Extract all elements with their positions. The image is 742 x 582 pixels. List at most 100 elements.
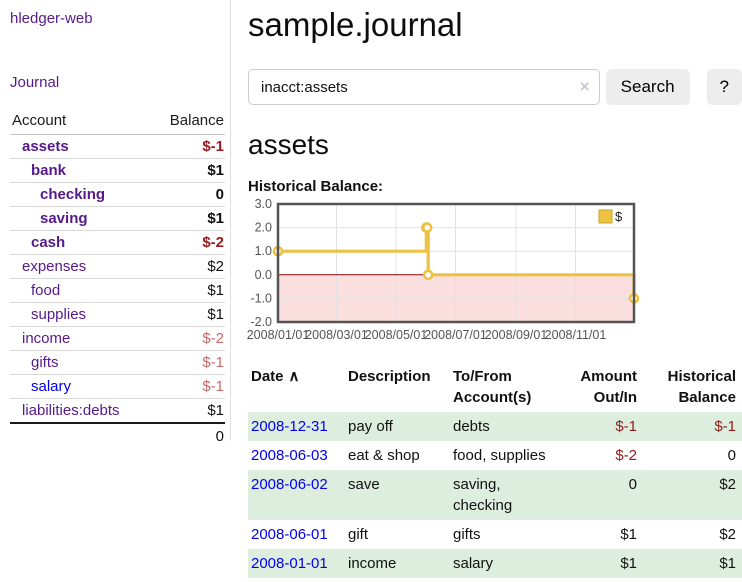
account-row: salary $-1 [10,374,225,399]
account-link[interactable]: checking [40,186,106,203]
account-link[interactable]: bank [31,162,67,179]
clear-search-icon[interactable]: × [579,77,590,96]
account-balance: $-2 [151,326,225,351]
transaction-date-link[interactable]: 2008-06-03 [251,447,328,464]
search-row: × Search ? [248,69,742,105]
transaction-date-link[interactable]: 2008-12-31 [251,418,328,435]
accounts-total-value: 0 [151,422,225,448]
register-header-balance: Historical Balance [667,368,736,406]
transaction-description: save [348,476,380,493]
sidebar: hledger-web Journal Account Balance asse… [0,0,231,448]
transaction-date-link[interactable]: 2008-06-02 [251,476,328,493]
account-link[interactable]: supplies [31,306,87,323]
transaction-accounts: salary [453,555,494,572]
account-balance: 0 [151,182,225,207]
transaction-accounts: debts [453,418,490,435]
transaction-description: income [348,555,397,572]
svg-text:$: $ [615,209,623,224]
account-row: checking 0 [10,182,225,207]
account-link[interactable]: income [22,330,71,347]
svg-text:0.0: 0.0 [255,268,272,282]
account-balance: $1 [151,206,225,231]
accounts-header-account: Account [10,110,152,135]
svg-text:3.0: 3.0 [255,197,272,211]
transaction-amount: $-2 [615,447,637,464]
svg-text:2.0: 2.0 [255,221,272,235]
sort-ascending-icon: ∧ [288,368,300,385]
account-row: income $-2 [10,326,225,351]
transaction-description: eat & shop [348,447,420,464]
register-row: 2008-06-01 gift gifts $1 $2 [248,520,742,549]
account-link[interactable]: salary [31,378,72,395]
register-row: 2008-06-03 eat & shop food, supplies $-2 0 [248,441,742,470]
accounts-header-balance: Balance [151,110,225,135]
account-link[interactable]: saving [40,210,88,227]
transaction-description: pay off [348,418,393,435]
account-row: supplies $1 [10,302,225,327]
account-link[interactable]: food [31,282,61,299]
accounts-total-row: 0 [10,422,225,448]
account-balance: $2 [151,254,225,279]
help-button[interactable]: ? [706,69,742,105]
transaction-accounts: saving, checking [453,476,513,514]
main-panel: sample.journal × Search ? assets Histori… [232,0,742,578]
account-balance: $1 [151,278,225,303]
accounts-table: Account Balance assets $-1 bank $1 checking 0… [10,110,225,448]
account-row: liabilities:debts $1 [10,398,225,424]
svg-text:2008/11/01: 2008/11/01 [545,328,607,342]
search-input[interactable] [248,69,600,105]
account-row: saving $1 [10,206,225,231]
account-link[interactable]: assets [22,138,69,155]
register-table: Date ∧ Description To/From Account(s) Amo… [248,363,742,578]
account-row: cash $-2 [10,230,225,255]
transaction-balance: $2 [719,526,736,543]
transaction-date-link[interactable]: 2008-06-01 [251,526,328,543]
brand-link[interactable]: hledger-web [10,10,93,27]
svg-text:2008/09/01: 2008/09/01 [485,328,548,342]
register-header-accounts: To/From Account(s) [453,368,532,406]
transaction-accounts: gifts [453,526,481,543]
account-heading: assets [248,129,329,160]
register-header-description: Description [348,368,431,385]
chart-heading: Historical Balance: [248,178,384,195]
svg-text:-2.0: -2.0 [250,315,272,329]
svg-text:2008/05/01: 2008/05/01 [365,328,428,342]
account-row: food $1 [10,278,225,303]
register-row: 2008-06-02 save saving, checking 0 $2 [248,470,742,520]
account-balance: $1 [151,398,225,424]
account-link[interactable]: expenses [22,258,87,275]
svg-text:2008/01/01: 2008/01/01 [247,328,310,342]
sidebar-item-journal[interactable]: Journal [10,74,60,91]
page-title: sample.journal [248,6,463,43]
transaction-description: gift [348,526,369,543]
account-link[interactable]: cash [31,234,66,251]
register-row: 2008-01-01 income salary $1 $1 [248,549,742,578]
search-button[interactable]: Search [605,69,690,105]
account-balance: $1 [151,158,225,183]
transaction-amount: $1 [620,555,637,572]
account-link[interactable]: gifts [31,354,59,371]
register-row: 2008-12-31 pay off debts $-1 $-1 [248,412,742,441]
transaction-balance: $1 [719,555,736,572]
account-balance: $-2 [151,230,225,255]
transaction-amount: $-1 [615,418,637,435]
svg-text:2008/07/01: 2008/07/01 [424,328,487,342]
register-header-row: Date ∧ Description To/From Account(s) Amo… [248,363,742,412]
account-row: expenses $2 [10,254,225,279]
account-balance: $-1 [151,350,225,375]
transaction-amount: $1 [620,526,637,543]
transaction-accounts: food, supplies [453,447,546,464]
transaction-balance: $-1 [714,418,736,435]
register-header-amount: Amount Out/In [580,368,637,406]
account-balance: $-1 [151,134,225,159]
search-box: × [248,69,600,105]
transaction-balance: 0 [727,447,736,464]
svg-text:-1.0: -1.0 [250,291,272,305]
account-row: bank $1 [10,158,225,183]
account-balance: $1 [151,302,225,327]
transaction-balance: $2 [719,476,736,493]
svg-text:1.0: 1.0 [255,244,272,258]
account-link[interactable]: liabilities:debts [22,402,120,419]
transaction-date-link[interactable]: 2008-01-01 [251,555,328,572]
register-header-date[interactable]: Date ∧ [251,368,300,385]
